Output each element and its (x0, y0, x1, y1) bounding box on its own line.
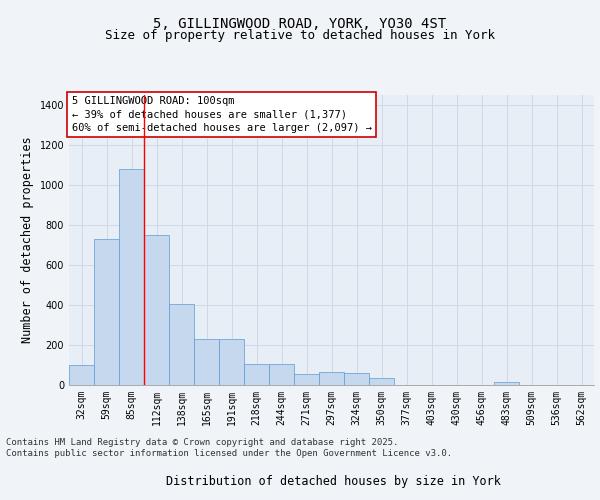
Text: Contains HM Land Registry data © Crown copyright and database right 2025.
Contai: Contains HM Land Registry data © Crown c… (6, 438, 452, 458)
Bar (294, 374, 319, 385)
Text: 5, GILLINGWOOD ROAD, YORK, YO30 4ST: 5, GILLINGWOOD ROAD, YORK, YO30 4ST (154, 18, 446, 32)
Text: 5 GILLINGWOOD ROAD: 100sqm
← 39% of detached houses are smaller (1,377)
60% of s: 5 GILLINGWOOD ROAD: 100sqm ← 39% of deta… (71, 96, 371, 133)
Bar (319, 372, 344, 385)
Y-axis label: Number of detached properties: Number of detached properties (21, 136, 34, 344)
Bar (369, 378, 394, 385)
Text: Distribution of detached houses by size in York: Distribution of detached houses by size … (166, 474, 500, 488)
Bar (494, 382, 519, 385)
Bar (244, 364, 269, 385)
Text: Size of property relative to detached houses in York: Size of property relative to detached ho… (105, 29, 495, 42)
Bar (269, 364, 294, 385)
Bar (69, 365, 94, 385)
Bar (144, 235, 169, 385)
Bar (169, 304, 194, 385)
Bar (194, 339, 219, 385)
Bar (219, 339, 244, 385)
Bar (94, 239, 119, 385)
Bar (119, 169, 144, 385)
Bar (344, 373, 369, 385)
